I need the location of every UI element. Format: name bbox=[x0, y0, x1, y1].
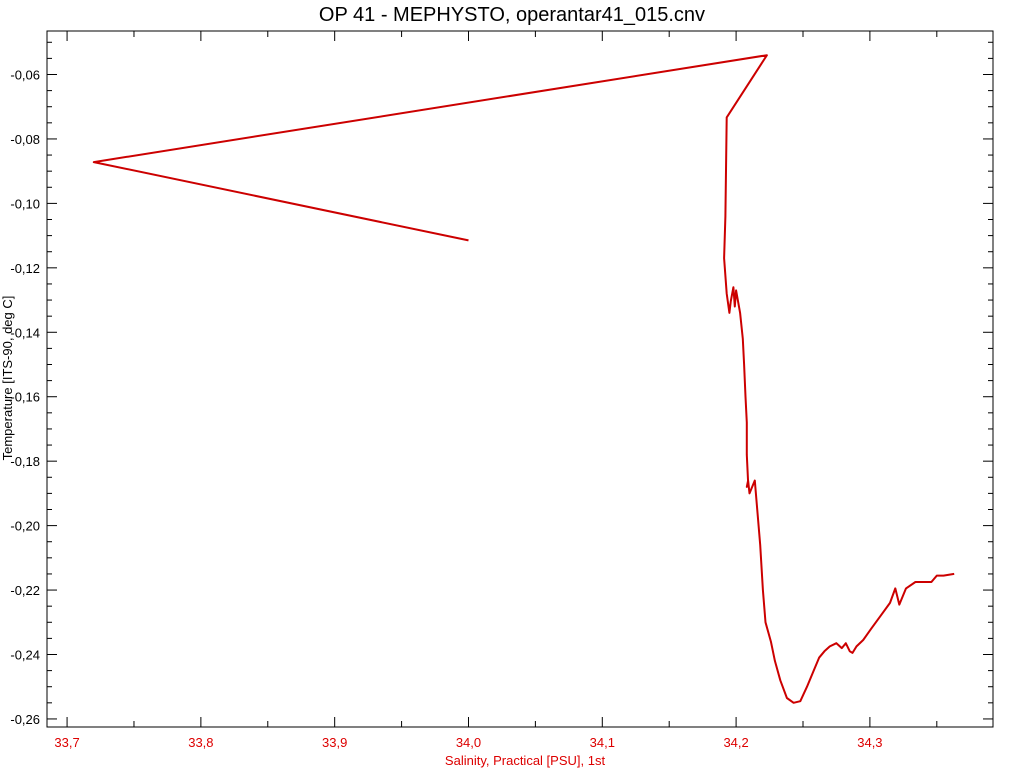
x-tick-label: 33,8 bbox=[188, 735, 213, 750]
y-tick-label: -0,24 bbox=[10, 648, 40, 663]
y-tick-label: -0,08 bbox=[10, 132, 40, 147]
x-tick-label: 33,9 bbox=[322, 735, 347, 750]
y-axis-ticks bbox=[47, 41, 993, 720]
x-tick-label: 34,0 bbox=[456, 735, 481, 750]
y-tick-label: -0,12 bbox=[10, 261, 40, 276]
y-tick-label: -0,18 bbox=[10, 454, 40, 469]
y-tick-label: -0,06 bbox=[10, 68, 40, 83]
series-layer bbox=[92, 54, 955, 704]
x-axis-tick-labels: 33,7 33,8 33,9 34,0 34,1 34,2 34,3 bbox=[54, 735, 882, 750]
x-axis-ticks bbox=[66, 31, 938, 727]
y-tick-label: -0,10 bbox=[10, 196, 40, 211]
x-tick-label: 34,1 bbox=[590, 735, 615, 750]
y-axis-label: Temperature [ITS-90, deg C] bbox=[0, 296, 15, 461]
y-tick-label: -0,16 bbox=[10, 390, 40, 405]
x-tick-label: 34,2 bbox=[723, 735, 748, 750]
x-tick-label: 34,3 bbox=[857, 735, 882, 750]
y-tick-label: -0,14 bbox=[10, 325, 40, 340]
y-tick-label: -0,22 bbox=[10, 583, 40, 598]
y-tick-label: -0,26 bbox=[10, 712, 40, 727]
series-line-temperature-salinity bbox=[92, 54, 955, 704]
chart-title: OP 41 - MEPHYSTO, operantar41_015.cnv bbox=[319, 4, 705, 26]
x-axis-label: Salinity, Practical [PSU], 1st bbox=[445, 753, 606, 768]
y-tick-label: -0,20 bbox=[10, 519, 40, 534]
x-tick-label: 33,7 bbox=[54, 735, 79, 750]
y-axis-tick-labels: -0,06 -0,08 -0,10 -0,12 -0,14 -0,16 -0,18 -0,20… bbox=[10, 68, 40, 727]
plot-frame bbox=[46, 30, 994, 728]
